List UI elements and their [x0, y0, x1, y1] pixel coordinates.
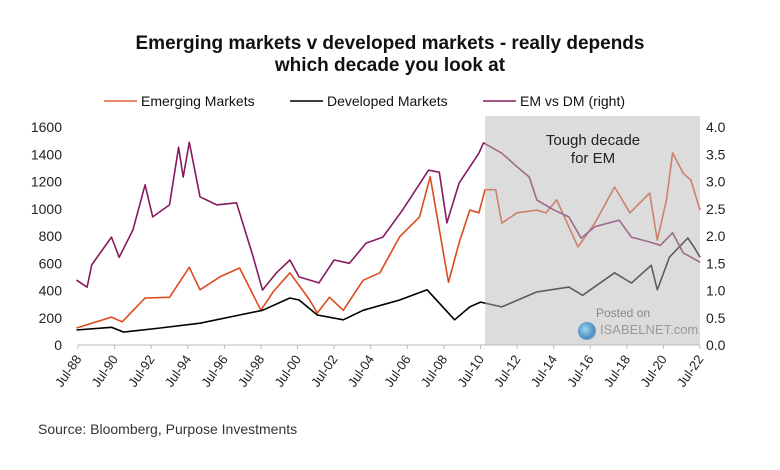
y-right-tick-label: 0.5 [706, 310, 726, 326]
y-left-tick-label: 400 [39, 283, 63, 299]
legend-label-0: Emerging Markets [141, 93, 255, 109]
y-left-tick-label: 600 [39, 255, 63, 271]
y-left-tick-label: 200 [39, 310, 63, 326]
y-right-tick-label: 1.0 [706, 283, 726, 299]
y-right-tick-label: 2.0 [706, 228, 726, 244]
y-right-tick-label: 4.0 [706, 119, 726, 135]
x-tick-label: Jul-22 [674, 352, 707, 390]
x-tick-label: Jul-16 [564, 352, 597, 390]
y-left-tick-label: 800 [39, 228, 63, 244]
y-right-tick-label: 0.0 [706, 337, 726, 353]
shaded-region [485, 116, 700, 345]
x-tick-label: Jul-12 [491, 352, 524, 390]
y-right-tick-label: 2.5 [706, 201, 726, 217]
y-left-tick-label: 0 [54, 337, 62, 353]
shaded-region-label: Tough decade [546, 132, 640, 149]
y-right-tick-label: 3.0 [706, 174, 726, 190]
y-left-tick-label: 1000 [31, 201, 62, 217]
y-right-tick-label: 3.5 [706, 146, 726, 162]
x-tick-label: Jul-00 [271, 352, 304, 390]
x-tick-label: Jul-96 [198, 352, 231, 390]
x-tick-label: Jul-88 [52, 352, 85, 390]
watermark-line-2: ISABELNET.com [600, 322, 699, 337]
x-tick-label: Jul-02 [308, 352, 341, 390]
x-tick-label: Jul-06 [381, 352, 414, 390]
title-line-2: which decade you look at [274, 55, 506, 76]
legend-label-1: Developed Markets [327, 93, 448, 109]
x-tick-label: Jul-08 [418, 352, 451, 390]
source-note: Source: Bloomberg, Purpose Investments [38, 421, 298, 437]
watermark-line-1: Posted on [596, 306, 651, 320]
y-right-tick-label: 1.5 [706, 255, 726, 271]
y-left-tick-label: 1200 [31, 174, 62, 190]
x-tick-label: Jul-20 [637, 352, 670, 390]
x-tick-label: Jul-92 [125, 352, 158, 390]
y-left-tick-label: 1400 [31, 146, 62, 162]
x-tick-label: Jul-98 [235, 352, 268, 390]
chart-title: Emerging markets v developed markets - r… [0, 33, 780, 77]
x-tick-label: Jul-94 [162, 352, 195, 390]
x-tick-label: Jul-04 [345, 352, 378, 390]
x-tick-label: Jul-90 [88, 352, 121, 390]
x-tick-label: Jul-14 [528, 352, 561, 390]
globe-icon [578, 322, 596, 340]
x-tick-label: Jul-18 [601, 352, 634, 390]
title-line-1: Emerging markets v developed markets - r… [135, 33, 645, 54]
x-tick-label: Jul-10 [454, 352, 487, 390]
shaded-region-label: for EM [571, 150, 615, 167]
legend-label-2: EM vs DM (right) [520, 93, 625, 109]
y-left-tick-label: 1600 [31, 119, 62, 135]
